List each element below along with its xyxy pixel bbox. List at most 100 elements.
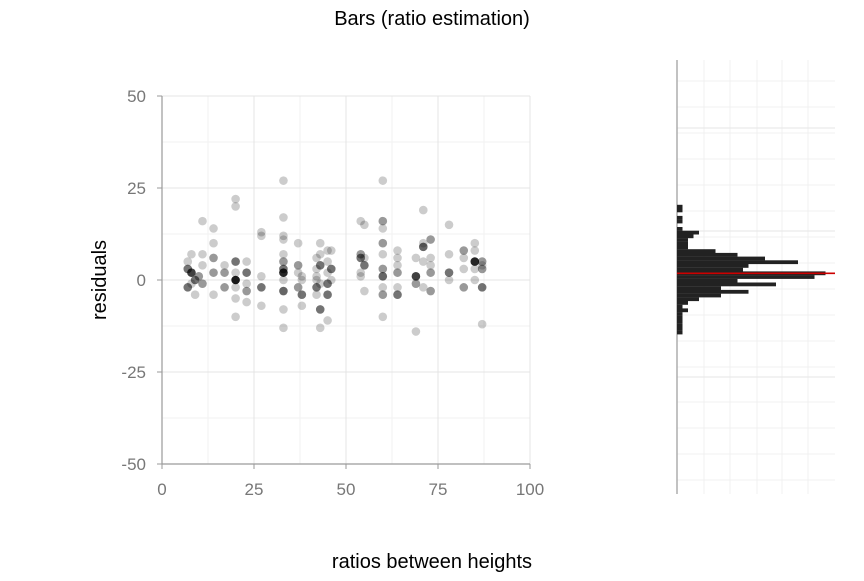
data-point (323, 316, 332, 325)
data-point (356, 268, 366, 277)
data-point (378, 312, 388, 322)
x-tick-label: 0 (157, 480, 166, 499)
histogram-bar (677, 326, 683, 331)
data-point (279, 213, 288, 222)
data-point (477, 264, 487, 274)
data-point (297, 275, 307, 285)
histogram-bar (677, 323, 683, 327)
data-point (279, 323, 288, 333)
histogram-bar (677, 204, 683, 209)
histogram-bar (677, 330, 683, 335)
data-point (393, 260, 402, 270)
histogram-bar (677, 245, 688, 250)
data-point (279, 231, 288, 241)
data-point (198, 249, 207, 259)
data-point (360, 253, 369, 263)
y-tick-label: 50 (127, 87, 146, 106)
histogram-bar (677, 312, 683, 316)
data-point (279, 176, 288, 185)
data-point (279, 235, 288, 244)
data-point (326, 264, 336, 274)
data-point (242, 257, 251, 266)
data-point (183, 257, 193, 266)
data-point (312, 253, 321, 263)
data-point (326, 246, 336, 255)
data-point (198, 279, 207, 288)
data-point (356, 272, 366, 281)
data-point (393, 290, 402, 300)
data-point (198, 260, 207, 270)
chart-title: Bars (ratio estimation) (334, 8, 530, 30)
histogram-bar (677, 275, 815, 279)
data-point (312, 283, 321, 292)
data-point (231, 257, 240, 266)
data-point (279, 305, 288, 314)
data-point (477, 260, 487, 270)
histogram-bar (677, 293, 721, 298)
data-point (257, 272, 266, 281)
histogram-bar (677, 234, 694, 239)
y-tick-label: -50 (121, 455, 146, 474)
histogram-bar (677, 315, 683, 320)
data-point (279, 249, 288, 259)
data-point (418, 257, 428, 266)
data-point (297, 272, 307, 281)
data-point (411, 272, 421, 281)
data-point (242, 279, 251, 288)
x-tick-label: 25 (245, 480, 264, 499)
histogram-bar (677, 286, 721, 290)
data-point (470, 264, 480, 274)
data-point (187, 249, 196, 259)
data-point (378, 272, 388, 281)
data-point (220, 260, 229, 270)
data-point (231, 283, 240, 292)
data-point (187, 268, 196, 277)
data-point (297, 290, 307, 300)
data-point (477, 319, 487, 329)
histogram-bar (677, 297, 699, 302)
data-point (378, 290, 388, 300)
data-point (279, 268, 288, 277)
data-point (378, 249, 388, 259)
data-point (411, 279, 421, 288)
data-point (418, 283, 428, 292)
histogram-bar (677, 227, 683, 231)
data-point (323, 279, 332, 288)
data-point (426, 235, 435, 244)
data-point (209, 268, 218, 277)
data-point (459, 246, 469, 255)
x-tick-label: 50 (337, 480, 356, 499)
data-point (293, 268, 303, 277)
data-point (444, 220, 454, 230)
histogram-bar (677, 267, 743, 272)
data-point (411, 253, 421, 263)
histogram-bar (677, 301, 688, 305)
data-point (418, 205, 428, 215)
data-point (470, 238, 480, 248)
histogram-bar (677, 278, 738, 283)
data-point (393, 246, 402, 255)
data-point (459, 283, 469, 292)
y-tick-label: 25 (127, 179, 146, 198)
data-point (209, 224, 218, 233)
data-point (231, 275, 240, 285)
histogram-bar (677, 252, 738, 257)
y-tick-label: -25 (121, 363, 146, 382)
data-point (470, 246, 480, 255)
data-point (242, 297, 251, 307)
data-point (426, 268, 435, 277)
data-point (393, 283, 402, 292)
data-point (323, 257, 332, 266)
data-point (444, 268, 454, 277)
data-point (315, 305, 325, 314)
data-point (326, 275, 336, 285)
histogram-bar (677, 230, 699, 235)
data-point (378, 224, 388, 233)
histogram-bar (677, 219, 683, 224)
data-point (242, 268, 251, 277)
data-point (378, 283, 388, 292)
data-point (323, 290, 332, 300)
data-point (257, 231, 266, 241)
data-point (231, 194, 240, 204)
